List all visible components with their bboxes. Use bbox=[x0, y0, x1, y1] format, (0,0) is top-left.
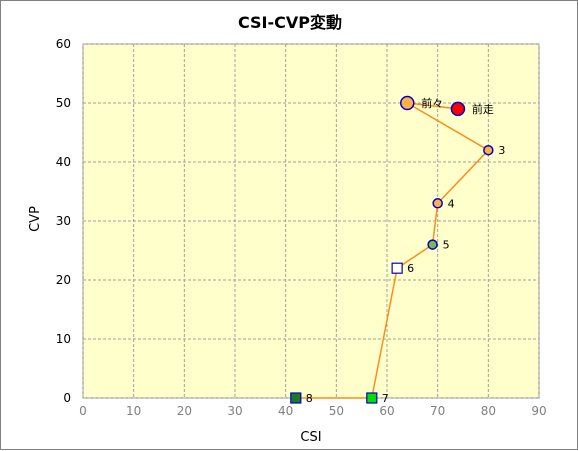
x-tick-label: 60 bbox=[379, 404, 394, 418]
y-tick-label: 10 bbox=[56, 332, 71, 346]
x-axis-ticks: 0 10 20 30 40 50 60 70 80 90 bbox=[79, 404, 546, 418]
point-label: 4 bbox=[448, 197, 455, 210]
x-tick-label: 30 bbox=[227, 404, 242, 418]
point-label: 8 bbox=[306, 392, 313, 405]
x-tick-label: 0 bbox=[79, 404, 87, 418]
data-point bbox=[290, 392, 302, 404]
y-tick-label: 20 bbox=[56, 273, 71, 287]
data-point bbox=[400, 95, 415, 111]
point-label: 前走 bbox=[472, 102, 494, 116]
x-tick-label: 10 bbox=[126, 404, 141, 418]
data-point bbox=[391, 262, 403, 274]
data-point bbox=[483, 144, 494, 156]
y-tick-label: 50 bbox=[56, 96, 71, 110]
x-tick-label: 80 bbox=[481, 404, 496, 418]
data-points bbox=[290, 95, 494, 404]
y-axis-ticks: 0 10 20 30 40 50 60 bbox=[56, 37, 71, 405]
point-label: 6 bbox=[407, 262, 414, 275]
x-axis-title: CSI bbox=[300, 430, 321, 445]
x-tick-label: 70 bbox=[430, 404, 445, 418]
x-tick-label: 20 bbox=[177, 404, 192, 418]
chart-title: CSI-CVP変動 bbox=[238, 13, 342, 32]
series-line bbox=[295, 102, 490, 399]
data-point bbox=[432, 198, 443, 209]
point-label: 7 bbox=[382, 392, 389, 405]
point-labels: 前走 前々 3 4 5 6 7 8 bbox=[306, 96, 506, 405]
y-tick-label: 60 bbox=[56, 37, 71, 51]
y-tick-label: 30 bbox=[56, 214, 71, 228]
data-point bbox=[427, 239, 438, 250]
point-label: 前々 bbox=[421, 96, 443, 110]
data-point bbox=[366, 392, 378, 404]
y-axis-title: CVP bbox=[28, 206, 43, 232]
y-tick-label: 40 bbox=[56, 155, 71, 169]
x-tick-label: 90 bbox=[531, 404, 546, 418]
grid-lines bbox=[82, 43, 540, 399]
data-point bbox=[450, 101, 466, 117]
point-label: 5 bbox=[443, 239, 450, 252]
point-label: 3 bbox=[498, 144, 505, 157]
x-tick-label: 50 bbox=[329, 404, 344, 418]
x-tick-label: 40 bbox=[278, 404, 293, 418]
series-polyline bbox=[295, 102, 490, 399]
y-tick-label: 0 bbox=[63, 391, 71, 405]
